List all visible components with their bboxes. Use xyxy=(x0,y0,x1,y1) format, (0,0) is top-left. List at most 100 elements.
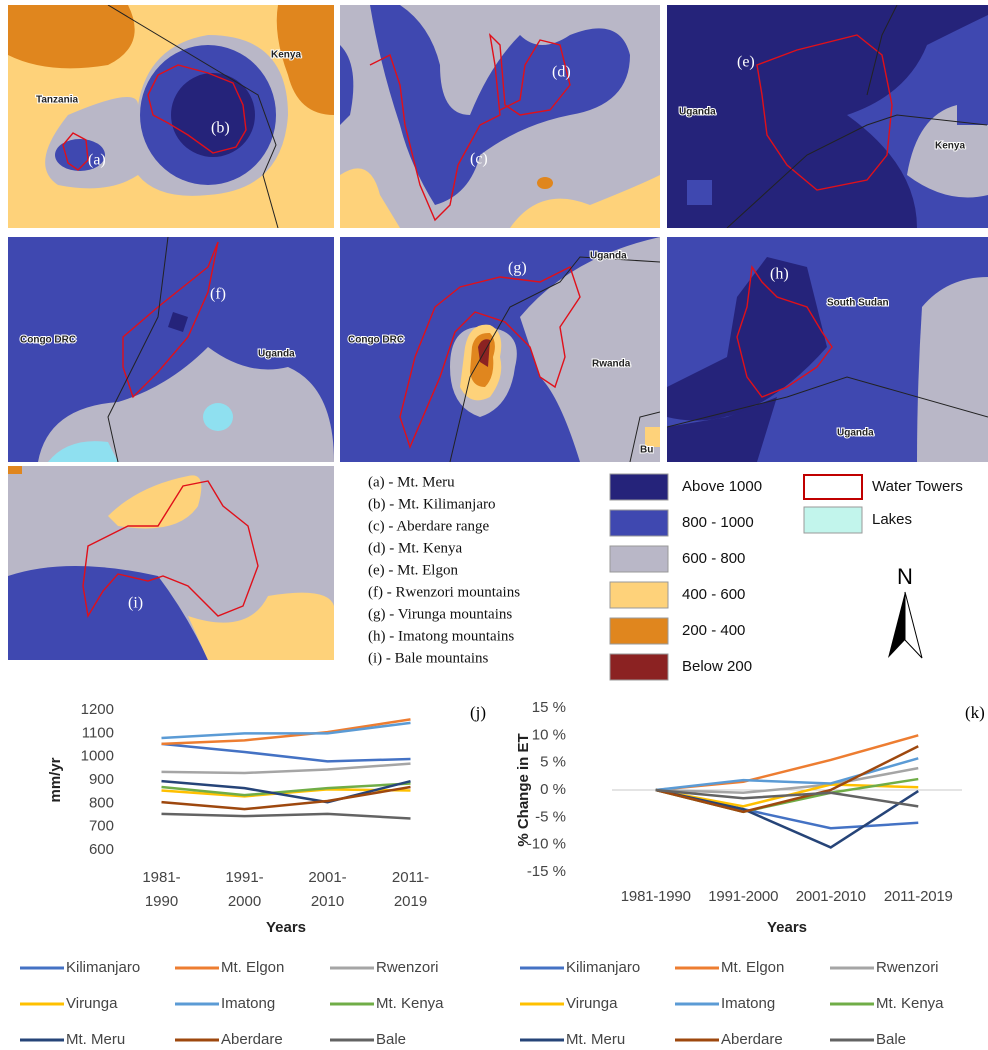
key-entry: (e) - Mt. Elgon xyxy=(368,562,458,578)
legend-label: Mt. Elgon xyxy=(221,959,284,976)
map-label: Uganda xyxy=(258,349,295,360)
legend-label: Aberdare xyxy=(721,1031,783,1048)
series-line xyxy=(162,744,411,762)
legend-swatch xyxy=(610,510,668,536)
map-tag: (e) xyxy=(737,54,755,71)
y-tick-label: 600 xyxy=(89,841,114,858)
map-tag: (b) xyxy=(211,120,230,137)
legend-label: 800 - 1000 xyxy=(682,514,754,531)
y-tick-label: 800 xyxy=(89,794,114,811)
series-line xyxy=(162,814,411,819)
map-panel: Congo DRC Uganda Rwanda Bu (g) xyxy=(340,237,660,462)
map-label: Uganda xyxy=(679,107,716,118)
legend-swatch xyxy=(804,475,862,499)
legend-label: Virunga xyxy=(566,995,618,1012)
map-label: Kenya xyxy=(271,50,301,61)
map-label: Congo DRC xyxy=(348,335,404,346)
legend-label: Imatong xyxy=(721,995,775,1012)
legend-label: 600 - 800 xyxy=(682,550,745,567)
series-line xyxy=(162,719,411,744)
map-tag: (c) xyxy=(470,151,488,168)
legend-label: Rwenzori xyxy=(376,959,439,976)
legend-swatch xyxy=(610,618,668,644)
north-arrow xyxy=(905,592,922,658)
legend-label: Water Towers xyxy=(872,478,963,495)
map-panel: South Sudan Uganda (h) xyxy=(667,237,988,462)
legend-label: Kilimanjaro xyxy=(66,959,140,976)
x-tick-label: 2001-2010 xyxy=(304,866,352,914)
map-panel: (c) (d) xyxy=(340,5,660,228)
series-line xyxy=(656,746,919,812)
map-label: Uganda xyxy=(590,251,627,262)
map-panel: (i) xyxy=(8,466,334,660)
x-axis-label: Years xyxy=(266,919,306,936)
x-tick-label: 2011-2019 xyxy=(868,885,968,909)
series-line xyxy=(162,764,411,773)
y-tick-label: 1000 xyxy=(81,748,114,765)
annotation: (j) xyxy=(470,703,486,722)
legend-label: 200 - 400 xyxy=(682,622,745,639)
key-entry: (c) - Aberdare range xyxy=(368,518,490,534)
legend-label: Mt. Meru xyxy=(66,1031,125,1048)
page: Tanzania Kenya (a) (b) (c) (d) Uganda Ke… xyxy=(0,0,988,1050)
legend-swatch xyxy=(610,474,668,500)
legend-label: Aberdare xyxy=(221,1031,283,1048)
legend-label: Lakes xyxy=(872,511,912,528)
key-entry: (h) - Imatong mountains xyxy=(368,628,514,644)
legend-label: Mt. Elgon xyxy=(721,959,784,976)
map-label: South Sudan xyxy=(827,298,889,309)
map-label: Rwanda xyxy=(592,359,631,370)
y-tick-label: 15 % xyxy=(532,699,566,716)
legend-label: Imatong xyxy=(221,995,275,1012)
legend-label: Above 1000 xyxy=(682,478,762,495)
x-axis-label: Years xyxy=(767,919,807,936)
legend-swatch xyxy=(610,582,668,608)
map-label: Congo DRC xyxy=(20,335,76,346)
y-tick-label: 1200 xyxy=(81,701,114,718)
map-label: Kenya xyxy=(935,141,965,152)
x-tick-label: 1981-1990 xyxy=(606,885,706,909)
x-tick-label: 1991-2000 xyxy=(221,866,269,914)
legend-swatch xyxy=(610,546,668,572)
legend-label: 400 - 600 xyxy=(682,586,745,603)
map-label: Bu xyxy=(640,445,653,456)
map-panel: Tanzania Kenya (a) (b) xyxy=(8,5,334,228)
key-entry: (a) - Mt. Meru xyxy=(368,474,455,490)
map-tag: (f) xyxy=(210,286,226,303)
legend-label: Bale xyxy=(876,1031,906,1048)
key-entry: (i) - Bale mountains xyxy=(368,650,489,666)
x-tick-label: 1981-1990 xyxy=(138,866,186,914)
legend-label: Below 200 xyxy=(682,658,752,675)
key-entry: (g) - Virunga mountains xyxy=(368,606,512,622)
map-label: Uganda xyxy=(837,428,874,439)
y-tick-label: 900 xyxy=(89,771,114,788)
y-axis-label: % Change in ET xyxy=(515,733,532,846)
y-tick-label: 10 % xyxy=(532,726,566,743)
y-tick-label: -5 % xyxy=(535,808,566,825)
key-entry: (d) - Mt. Kenya xyxy=(368,540,462,556)
y-tick-label: 5 % xyxy=(540,754,566,771)
map-tag: (a) xyxy=(88,152,106,169)
legend-swatch xyxy=(610,654,668,680)
x-tick-label: 2001-2010 xyxy=(781,885,881,909)
y-axis-label: mm/yr xyxy=(47,757,64,802)
y-tick-label: 700 xyxy=(89,818,114,835)
x-tick-label: 1991-2000 xyxy=(693,885,793,909)
y-tick-label: -15 % xyxy=(527,863,566,880)
y-tick-label: 1100 xyxy=(82,724,114,741)
map-tag: (i) xyxy=(128,595,143,612)
map-tag: (h) xyxy=(770,266,789,283)
y-tick-label: 0 % xyxy=(540,781,566,798)
map-tag: (g) xyxy=(508,260,527,277)
map-label: Tanzania xyxy=(36,95,78,106)
y-tick-label: -10 % xyxy=(527,836,566,853)
north-arrow xyxy=(888,592,905,658)
key-entry: (b) - Mt. Kilimanjaro xyxy=(368,496,495,512)
map-tag: (d) xyxy=(552,64,571,81)
north-label: N xyxy=(897,564,913,589)
key-entry: (f) - Rwenzori mountains xyxy=(368,584,520,600)
legend-label: Mt. Meru xyxy=(566,1031,625,1048)
map-panel: Congo DRC Uganda (f) xyxy=(8,237,334,462)
legend-label: Mt. Kenya xyxy=(876,995,944,1012)
legend-label: Mt. Kenya xyxy=(376,995,444,1012)
